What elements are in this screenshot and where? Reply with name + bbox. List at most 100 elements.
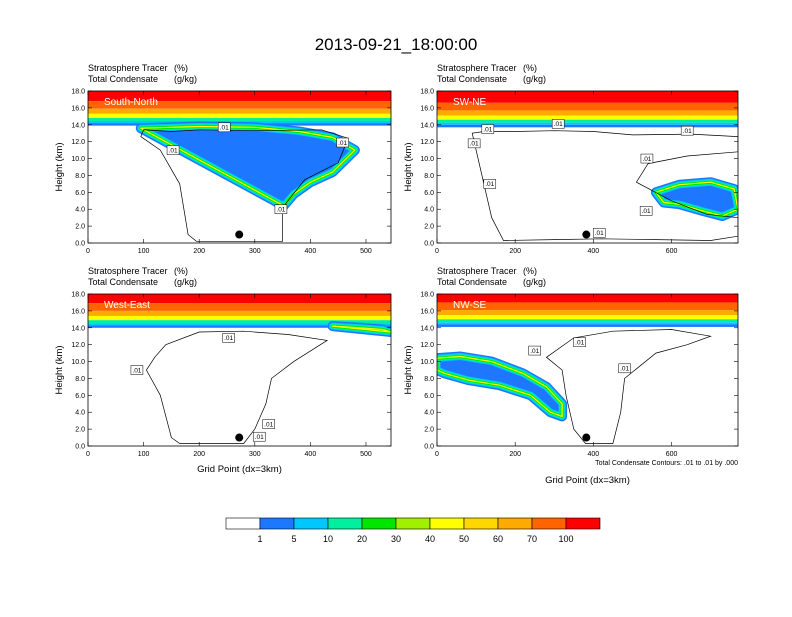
colorbar-swatch-8 bbox=[497, 517, 533, 530]
location-marker bbox=[235, 433, 244, 442]
contour-label: .01 bbox=[169, 147, 178, 154]
tracer-band-4 bbox=[88, 118, 391, 121]
label-tracer: Stratosphere Tracer bbox=[437, 266, 517, 276]
y-axis-label: Height (km) bbox=[54, 345, 65, 394]
ytick-label: 2.0 bbox=[424, 427, 434, 434]
tracer-band-3 bbox=[437, 315, 738, 320]
contour-label: .01 bbox=[470, 141, 479, 148]
contour-label: .01 bbox=[264, 421, 273, 428]
panel-sw-ne: Stratosphere Tracer (%) Total Condensate (g… bbox=[403, 63, 739, 255]
ytick-label: 18.0 bbox=[71, 89, 85, 96]
ytick-label: 2.0 bbox=[424, 224, 434, 231]
ytick-label: 16.0 bbox=[420, 105, 434, 112]
contour-label: .01 bbox=[224, 335, 233, 342]
tracer-band-1 bbox=[88, 101, 391, 109]
colorbar-tick: 60 bbox=[493, 534, 503, 544]
ytick-label: 12.0 bbox=[71, 139, 85, 146]
tracer-band-0 bbox=[437, 294, 738, 303]
location-marker bbox=[582, 433, 591, 442]
figure-title: 2013-09-21_18:00:00 bbox=[315, 35, 478, 54]
contour-label: .01 bbox=[683, 128, 692, 135]
contour-note: Total Condensate Contours: .01 to .01 by… bbox=[595, 460, 738, 467]
colorbar-swatch-2 bbox=[293, 517, 329, 530]
tracer-band-0 bbox=[437, 91, 738, 103]
contour-label: .01 bbox=[220, 125, 229, 132]
contour-label-box bbox=[639, 206, 653, 216]
contour-label: .01 bbox=[483, 126, 492, 133]
xtick-label: 0 bbox=[435, 248, 439, 255]
tracer-band-5 bbox=[88, 120, 391, 124]
ytick-label: 16.0 bbox=[420, 308, 434, 315]
colorbar-swatch-6 bbox=[429, 517, 465, 530]
condensate-contour bbox=[140, 129, 349, 242]
xtick-label: 200 bbox=[193, 451, 205, 458]
contour-label: .01 bbox=[595, 230, 604, 237]
contour-label: .01 bbox=[620, 366, 629, 373]
label-tracer: Stratosphere Tracer bbox=[88, 266, 168, 276]
ytick-label: 18.0 bbox=[71, 292, 85, 299]
ytick-label: 0.0 bbox=[75, 241, 85, 248]
ytick-label: 16.0 bbox=[71, 105, 85, 112]
ytick-label: 4.0 bbox=[75, 207, 85, 214]
contour-label: .01 bbox=[255, 434, 264, 441]
ytick-label: 2.0 bbox=[75, 224, 85, 231]
contour-label-box bbox=[467, 138, 481, 149]
label-condensate-units: (g/kg) bbox=[523, 277, 546, 287]
ytick-label: 8.0 bbox=[424, 376, 434, 383]
condensate-contour bbox=[545, 329, 712, 444]
label-tracer: Stratosphere Tracer bbox=[88, 63, 168, 73]
contour-label-box bbox=[618, 363, 631, 374]
xtick-label: 600 bbox=[666, 451, 678, 458]
contour-label-box bbox=[551, 119, 565, 129]
plot-frame bbox=[436, 293, 739, 447]
ytick-label: 14.0 bbox=[71, 325, 85, 332]
location-marker bbox=[582, 230, 591, 239]
ytick-label: 0.0 bbox=[424, 241, 434, 248]
y-axis-label: Height (km) bbox=[403, 345, 414, 394]
tracer-field bbox=[437, 91, 738, 243]
tracer-band-4 bbox=[437, 119, 738, 123]
colorbar-swatch-5 bbox=[395, 517, 431, 530]
contour-label-box bbox=[166, 145, 180, 155]
plot-frame bbox=[87, 293, 392, 447]
colorbar-swatch-7 bbox=[463, 517, 499, 530]
colorbar-tick: 40 bbox=[425, 534, 435, 544]
condensate-contour bbox=[145, 330, 329, 444]
colorbar-tick: 70 bbox=[527, 534, 537, 544]
ytick-label: 6.0 bbox=[75, 393, 85, 400]
contour-label-box bbox=[130, 365, 144, 375]
tracer-band-2 bbox=[437, 110, 738, 116]
label-tracer-units: (%) bbox=[523, 63, 537, 73]
plot-frame bbox=[436, 90, 739, 244]
tracer-band-1 bbox=[88, 303, 391, 311]
tracer-band-1 bbox=[437, 102, 738, 111]
ytick-label: 14.0 bbox=[420, 325, 434, 332]
colorbar-tick: 10 bbox=[323, 534, 333, 544]
contour-label: .01 bbox=[575, 339, 584, 346]
ytick-label: 10.0 bbox=[420, 156, 434, 163]
ytick-label: 12.0 bbox=[420, 139, 434, 146]
x-axis-label: Grid Point (dx=3km) bbox=[545, 475, 630, 486]
ytick-label: 2.0 bbox=[75, 427, 85, 434]
tracer-band-5 bbox=[437, 322, 738, 325]
xtick-label: 300 bbox=[249, 248, 261, 255]
tracer-band-1 bbox=[437, 302, 738, 311]
colorbar-tick: 1 bbox=[257, 534, 262, 544]
tracer-band-3 bbox=[437, 115, 738, 120]
y-axis-label: Height (km) bbox=[403, 142, 414, 191]
contour-label-box bbox=[573, 337, 586, 347]
panels: Stratosphere Tracer (%) Total Condensate (g… bbox=[54, 63, 739, 486]
label-condensate-units: (g/kg) bbox=[523, 74, 546, 84]
xtick-label: 400 bbox=[588, 248, 600, 255]
plume-layer-4 bbox=[437, 355, 563, 417]
contour-label-box bbox=[252, 431, 266, 442]
ytick-label: 8.0 bbox=[75, 173, 85, 180]
tracer-band-3 bbox=[88, 113, 391, 119]
contour-label: .01 bbox=[530, 348, 539, 355]
ytick-label: 10.0 bbox=[420, 359, 434, 366]
tracer-band-2 bbox=[437, 310, 738, 316]
tracer-band-3 bbox=[88, 315, 391, 321]
xtick-label: 400 bbox=[588, 451, 600, 458]
ytick-label: 14.0 bbox=[71, 122, 85, 129]
